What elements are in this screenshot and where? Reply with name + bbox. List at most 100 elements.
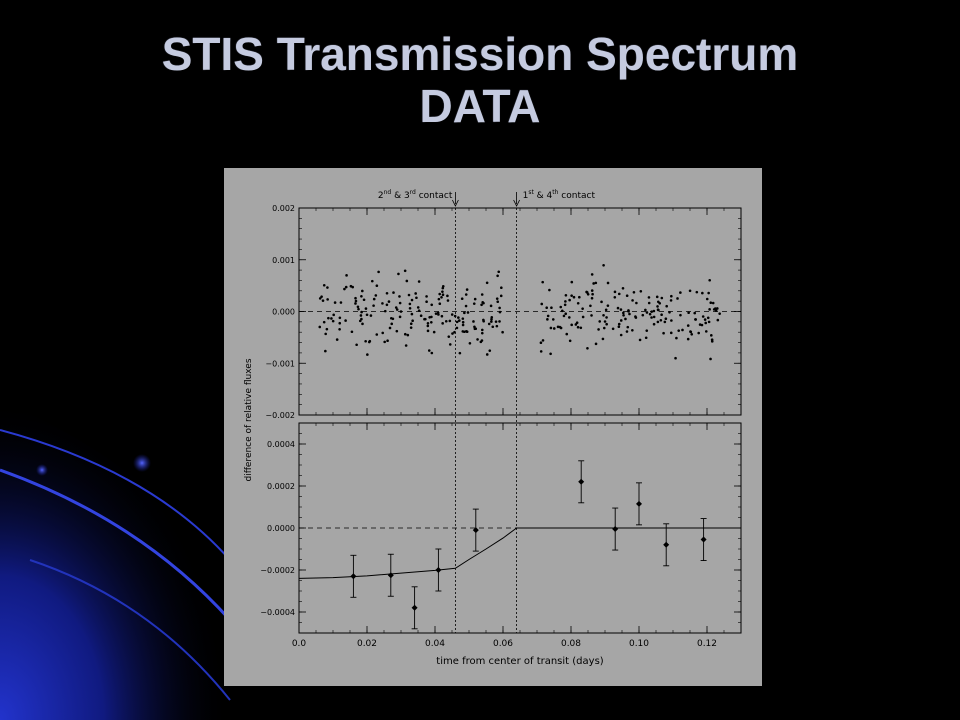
top-data-point — [591, 292, 594, 296]
top-data-point — [440, 314, 444, 318]
top-data-point — [392, 291, 395, 294]
top-data-point — [709, 357, 712, 361]
top-data-point — [541, 339, 545, 342]
top-data-point — [494, 320, 498, 323]
top-data-point — [652, 309, 656, 313]
top-data-point — [579, 326, 583, 330]
top-data-point — [549, 326, 553, 330]
binned-data-point — [472, 527, 479, 534]
top-data-point — [625, 330, 629, 333]
top-data-point — [381, 331, 385, 335]
top-data-point — [389, 316, 393, 320]
top-data-point — [619, 319, 623, 322]
xtick-label: 0.02 — [357, 639, 377, 649]
top-data-point — [438, 302, 442, 306]
top-data-point — [438, 292, 441, 296]
top-data-point — [655, 295, 659, 299]
top-data-point — [344, 319, 347, 322]
top-data-point — [451, 332, 454, 335]
top-data-point — [489, 304, 493, 308]
top-data-point — [410, 312, 414, 316]
top-data-point — [408, 306, 412, 310]
top-data-point — [706, 316, 710, 320]
top-data-point — [701, 291, 704, 295]
top-data-point — [549, 352, 552, 356]
top-data-point — [322, 320, 326, 324]
top-data-point — [403, 269, 407, 273]
top-data-point — [343, 287, 346, 291]
top-data-point — [709, 301, 713, 305]
top-data-point — [485, 353, 489, 356]
top-data-point — [448, 319, 452, 323]
top-data-point — [388, 326, 392, 330]
top-data-point — [550, 306, 553, 310]
top-data-point — [465, 330, 469, 334]
top-data-point — [320, 295, 323, 298]
top-data-point — [564, 312, 568, 316]
top-data-point — [426, 324, 430, 328]
top-data-point — [556, 325, 560, 329]
slide-title-line-1: STIS Transmission Spectrum — [161, 28, 799, 80]
top-data-point — [714, 309, 718, 312]
top-data-point — [707, 291, 710, 295]
top-data-point — [490, 315, 494, 319]
top-data-point — [589, 304, 592, 308]
top-data-point — [590, 296, 594, 300]
top-data-point — [679, 291, 682, 294]
top-data-point — [354, 296, 357, 300]
top-data-point — [321, 299, 325, 302]
top-data-point — [351, 285, 354, 289]
top-data-point — [561, 309, 564, 313]
top-data-point — [406, 333, 410, 337]
top-data-point — [606, 281, 610, 285]
top-data-point — [498, 310, 502, 314]
top-ytick-label: 0.002 — [272, 204, 295, 213]
top-data-point — [679, 313, 682, 317]
top-data-point — [539, 350, 543, 353]
top-data-point — [375, 284, 379, 288]
top-data-point — [501, 330, 504, 334]
top-data-point — [338, 321, 342, 325]
swoosh-arc-2 — [0, 468, 232, 622]
top-data-point — [694, 318, 697, 321]
top-data-point — [430, 303, 434, 307]
top-data-point — [399, 310, 403, 313]
bottom-ytick-label: −0.0002 — [260, 566, 295, 575]
top-data-point — [652, 322, 656, 326]
top-data-point — [624, 317, 627, 321]
top-data-point — [481, 300, 484, 304]
top-data-point — [468, 341, 472, 345]
top-data-point — [455, 320, 459, 324]
binned-data-point — [387, 572, 394, 579]
top-data-point — [657, 308, 660, 312]
top-data-point — [458, 319, 461, 322]
top-data-point — [366, 353, 369, 356]
top-data-point — [660, 313, 663, 317]
swoosh-dot-1 — [133, 454, 151, 472]
top-data-point — [708, 278, 711, 282]
top-data-point — [440, 295, 443, 299]
top-data-point — [656, 320, 660, 324]
top-ytick-label: −0.001 — [265, 359, 295, 368]
x-axis-label: time from center of transit (days) — [436, 656, 603, 667]
top-data-point — [383, 340, 386, 344]
top-data-point — [377, 270, 380, 274]
top-data-point — [590, 314, 593, 317]
top-data-point — [457, 316, 460, 319]
top-data-point — [563, 303, 567, 307]
top-data-point — [318, 297, 322, 300]
top-data-point — [354, 299, 358, 303]
top-data-point — [689, 330, 693, 334]
top-data-point — [622, 314, 625, 317]
top-data-point — [552, 327, 556, 330]
top-data-point — [703, 318, 707, 321]
top-data-point — [490, 320, 493, 323]
top-data-point — [448, 343, 452, 346]
top-data-point — [546, 314, 550, 318]
top-data-point — [570, 323, 573, 327]
top-data-point — [697, 331, 701, 335]
top-data-point — [631, 328, 634, 332]
top-data-point — [355, 343, 358, 347]
top-data-point — [562, 314, 566, 318]
top-data-point — [460, 297, 464, 300]
